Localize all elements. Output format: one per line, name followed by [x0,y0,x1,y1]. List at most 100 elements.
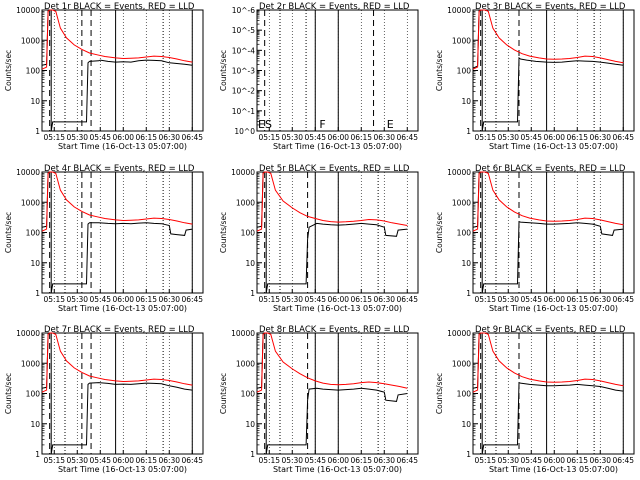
series-line-lld [41,171,193,232]
annotation-label: F [319,118,325,131]
y-tick-label: 1 [35,289,40,298]
x-tick-label: 06:45 [612,456,634,465]
x-tick-label: 06:15 [566,133,588,142]
plot-frame [41,332,204,455]
y-tick-label: 1 [466,127,471,136]
y-axis-label: Counts/sec [435,373,444,414]
x-tick-label: 06:15 [350,133,372,142]
y-tick-label: 10^-1 [232,107,256,116]
x-tick-label: 06:30 [373,295,395,304]
chart-title: Det 3r BLACK = Events, RED = LLD [475,2,626,12]
series-line-events [472,171,624,294]
y-tick-label: 1 [35,127,40,136]
chart-title: Det 4r BLACK = Events, RED = LLD [44,164,195,174]
plot-frame [472,9,635,132]
x-tick-label: 05:15 [258,295,280,304]
x-tick-label: 06:00 [112,133,134,142]
y-axis-label: Counts/sec [435,50,444,91]
series-line-events [472,332,624,455]
y-tick-label: 100 [26,229,41,238]
x-tick-label: 05:30 [66,133,88,142]
x-tick-label: 06:15 [350,456,372,465]
series-line-lld [256,171,408,232]
y-tick-label: 1 [250,289,255,298]
x-tick-label: 05:45 [304,456,326,465]
y-tick-label: 1000 [21,36,40,45]
plot-frame [256,171,419,294]
plot-frame [472,332,635,455]
x-tick-label: 05:45 [304,133,326,142]
y-tick-label: 1000 [452,359,471,368]
plot-frame [41,9,204,132]
x-axis-label: Start Time (16-Oct-13 05:07:00) [489,142,618,151]
y-tick-label: 10000 [16,168,40,177]
y-tick-label: 10 [461,97,471,106]
plot-frame [472,171,635,294]
x-tick-label: 05:45 [520,133,542,142]
x-tick-label: 06:45 [181,133,203,142]
x-axis-label: Start Time (16-Oct-13 05:07:00) [58,142,187,151]
x-tick-label: 06:30 [158,133,180,142]
x-tick-label: 06:30 [589,456,611,465]
y-tick-label: 10^-6 [232,6,256,15]
chart-title: Det 8r BLACK = Events, RED = LLD [259,325,410,335]
plot-frame [256,9,419,132]
x-tick-label: 06:15 [135,295,157,304]
x-tick-label: 06:45 [396,133,418,142]
x-tick-label: 06:30 [589,133,611,142]
x-tick-label: 05:15 [474,456,496,465]
y-tick-label: 10 [245,420,255,429]
y-tick-label: 10^-4 [232,46,256,55]
series-line-events [41,171,193,294]
series-line-events [256,171,408,294]
chart-panel: Det 3r BLACK = Events, RED = LLD 05:15 05:… [435,2,635,151]
x-tick-label: 05:15 [43,456,65,465]
x-tick-label: 06:15 [350,295,372,304]
annotation-label: ES [258,118,272,131]
x-tick-label: 06:45 [612,133,634,142]
x-tick-label: 05:45 [520,295,542,304]
y-tick-label: 10 [30,97,40,106]
y-tick-label: 100 [457,390,472,399]
x-tick-label: 05:30 [281,456,303,465]
y-tick-label: 10 [461,259,471,268]
series-line-events [41,332,193,455]
chart-panel: Det 7r BLACK = Events, RED = LLD 05:15 05:… [4,325,204,474]
x-tick-label: 05:15 [474,133,496,142]
x-tick-label: 05:30 [281,295,303,304]
chart-panel: Det 5r BLACK = Events, RED = LLD 05:15 05:… [219,164,419,313]
x-tick-label: 06:30 [158,295,180,304]
x-tick-label: 06:15 [566,456,588,465]
series-line-lld [41,332,193,393]
y-axis-label: Counts/sec [219,212,228,253]
chart-title: Det 1r BLACK = Events, RED = LLD [44,2,195,12]
plot-frame [41,171,204,294]
y-tick-label: 1 [35,450,40,459]
y-tick-label: 10000 [447,329,471,338]
x-axis-label: Start Time (16-Oct-13 05:07:00) [58,304,187,313]
x-tick-label: 05:30 [281,133,303,142]
chart-title: Det 5r BLACK = Events, RED = LLD [259,164,410,174]
y-tick-label: 1000 [452,36,471,45]
y-tick-label: 10000 [447,168,471,177]
x-tick-label: 05:45 [89,456,111,465]
series-line-events [472,9,624,132]
x-tick-label: 05:45 [89,295,111,304]
series-line-events [256,332,408,455]
x-tick-label: 06:00 [112,456,134,465]
y-tick-label: 1 [250,450,255,459]
y-tick-label: 10 [245,259,255,268]
x-tick-label: 06:00 [543,133,565,142]
x-tick-label: 06:00 [327,295,349,304]
chart-title: Det 7r BLACK = Events, RED = LLD [44,325,195,335]
series-line-lld [472,9,624,70]
x-tick-label: 06:30 [373,456,395,465]
series-line-lld [41,9,193,70]
y-tick-label: 10000 [231,168,255,177]
x-tick-label: 06:15 [135,133,157,142]
chart-title: Det 6r BLACK = Events, RED = LLD [475,164,626,174]
x-tick-label: 05:15 [258,456,280,465]
y-axis-label: Counts/sec [4,212,13,253]
